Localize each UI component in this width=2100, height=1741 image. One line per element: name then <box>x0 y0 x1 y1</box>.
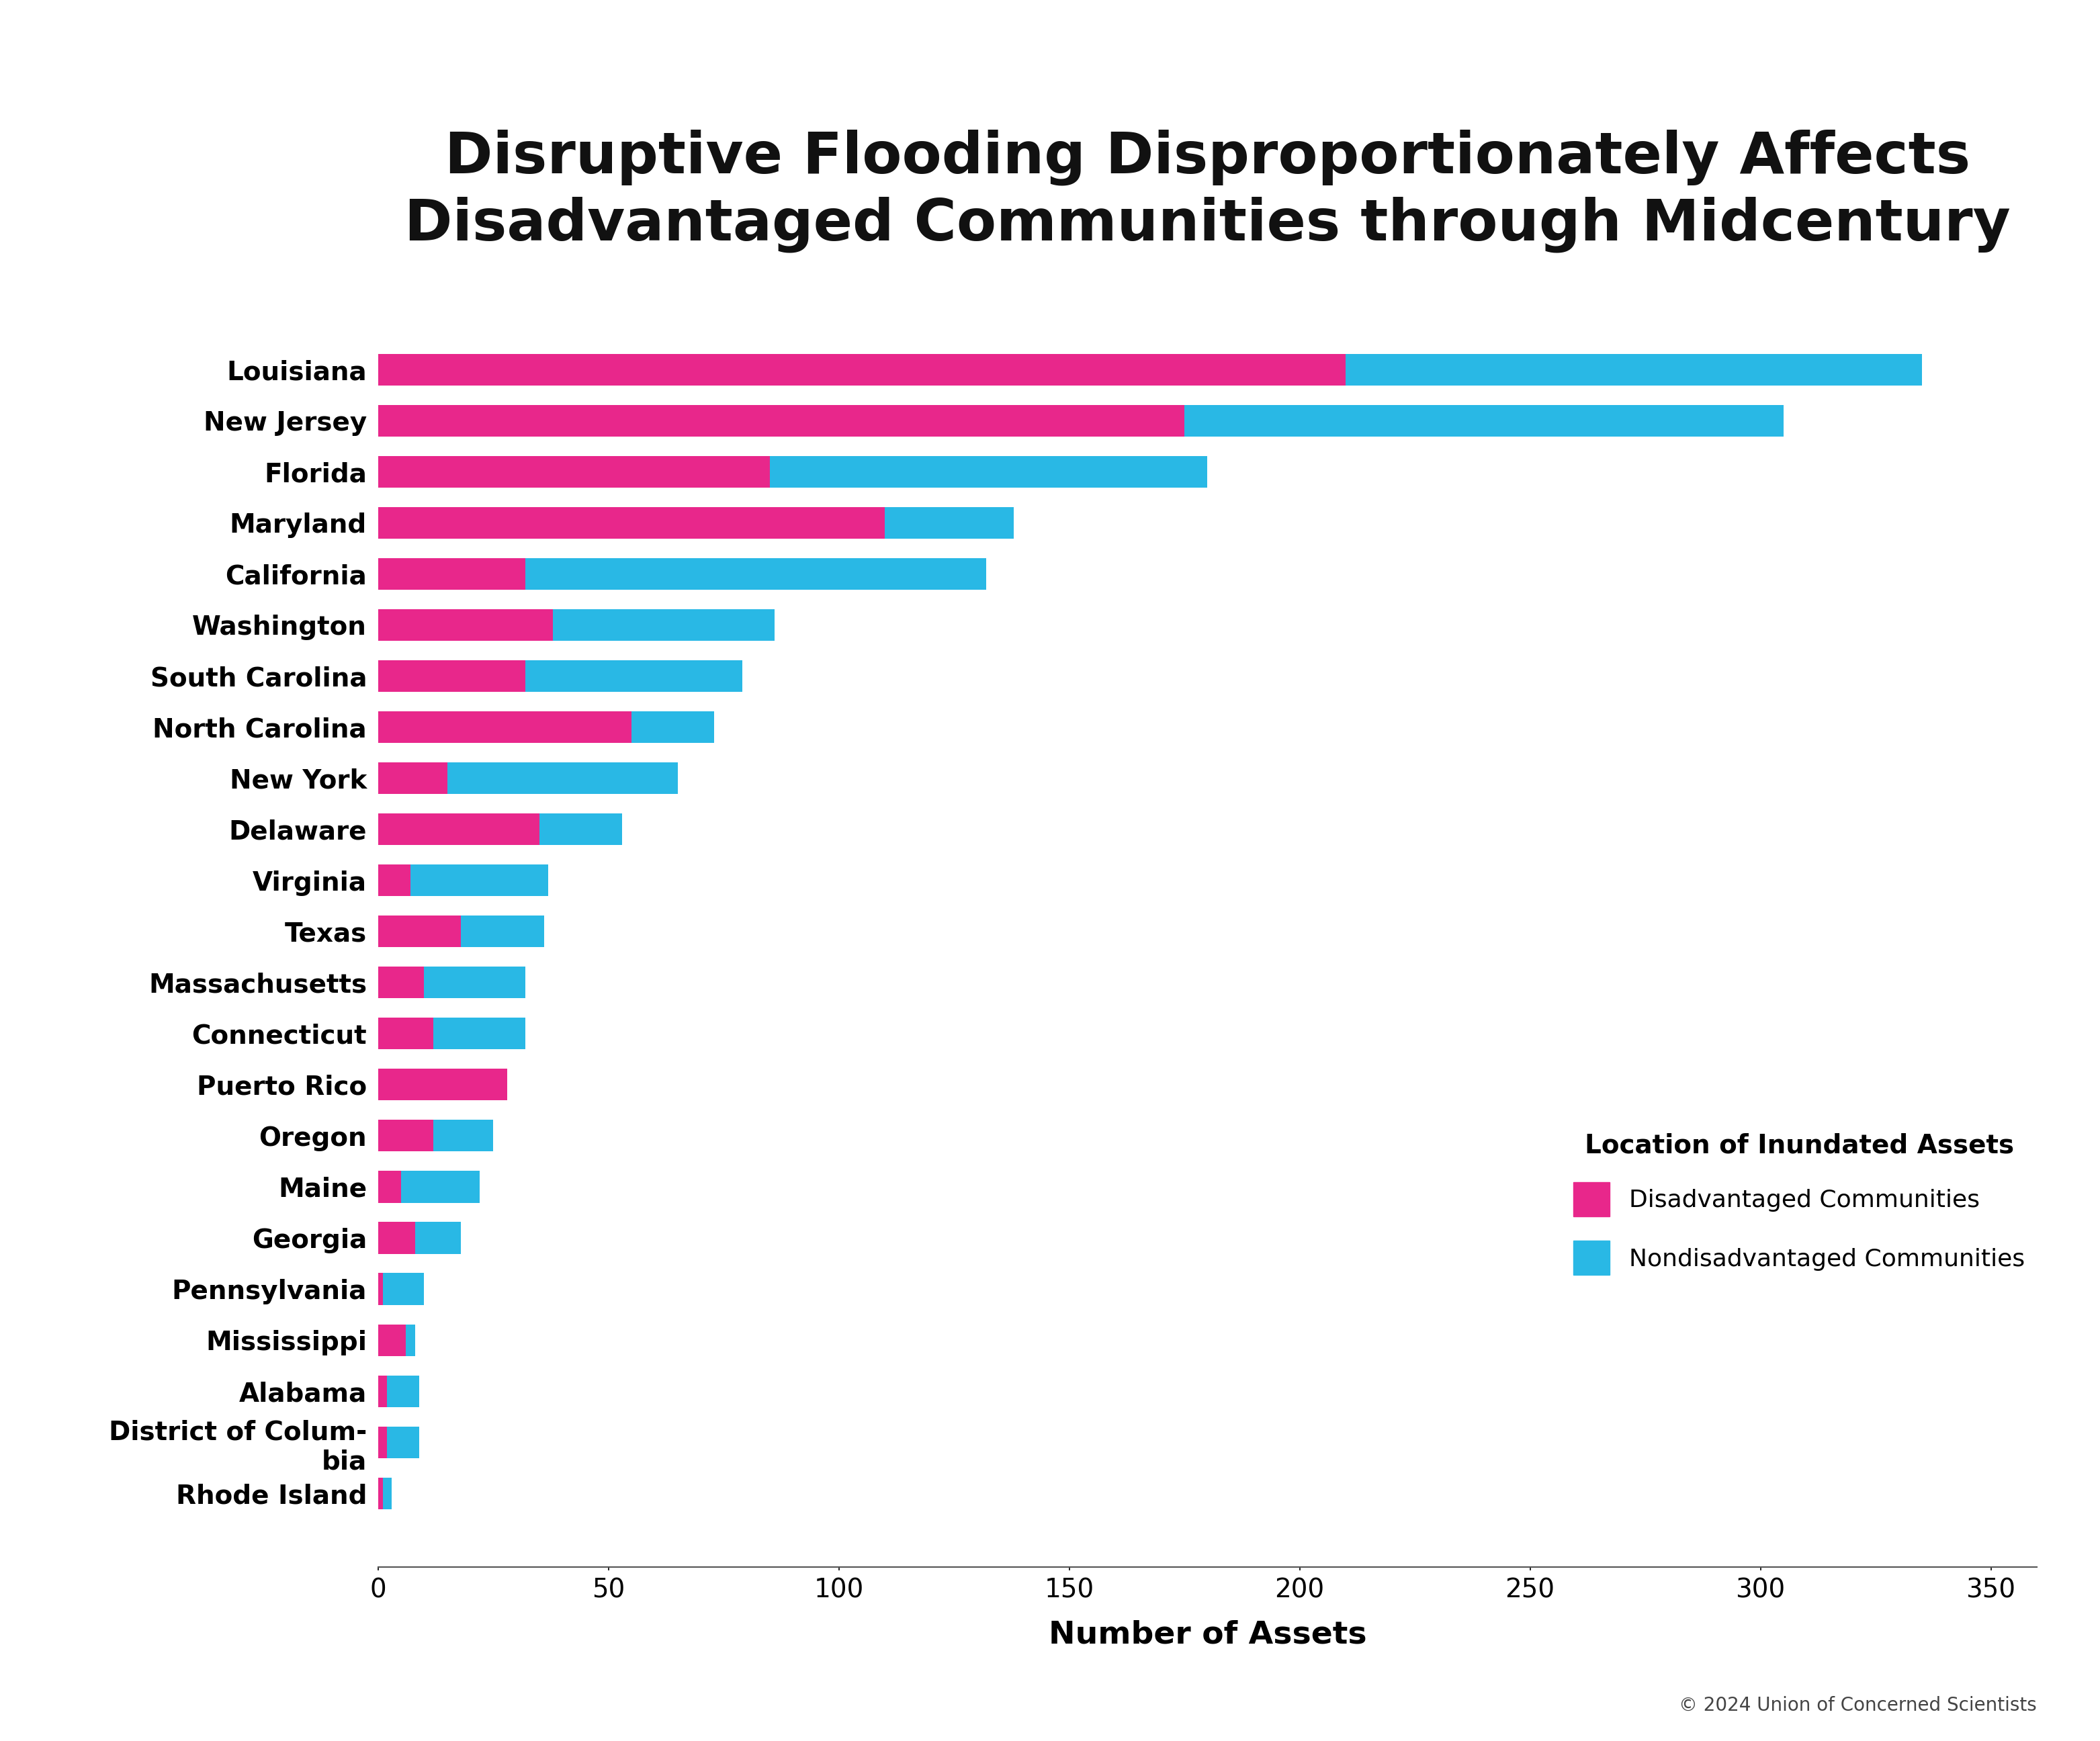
Bar <box>378 865 409 897</box>
Bar <box>378 1325 405 1356</box>
Bar <box>378 916 460 947</box>
Bar <box>386 1375 420 1407</box>
Bar <box>378 1375 386 1407</box>
Bar <box>1346 353 1922 385</box>
Bar <box>525 559 987 590</box>
Bar <box>433 1018 525 1050</box>
Bar <box>378 406 1184 437</box>
Bar <box>378 813 540 844</box>
Bar <box>382 1478 393 1509</box>
Bar <box>552 609 775 641</box>
Text: © 2024 Union of Concerned Scientists: © 2024 Union of Concerned Scientists <box>1680 1696 2037 1715</box>
Bar <box>378 1069 506 1100</box>
Bar <box>386 1426 420 1457</box>
Bar <box>1184 406 1783 437</box>
Bar <box>525 660 741 691</box>
Bar <box>447 763 678 794</box>
Bar <box>378 353 1346 385</box>
Bar <box>405 1325 416 1356</box>
Bar <box>460 916 544 947</box>
Bar <box>401 1172 479 1203</box>
Bar <box>378 609 552 641</box>
Bar <box>378 1273 382 1304</box>
Bar <box>378 712 632 743</box>
Bar <box>382 1273 424 1304</box>
Legend: Disadvantaged Communities, Nondisadvantaged Communities: Disadvantaged Communities, Nondisadvanta… <box>1573 1132 2024 1274</box>
Bar <box>884 507 1014 538</box>
Bar <box>378 966 424 998</box>
Bar <box>378 1222 416 1254</box>
Title: Disruptive Flooding Disproportionately Affects
Disadvantaged Communities through: Disruptive Flooding Disproportionately A… <box>405 129 2010 252</box>
Bar <box>378 507 884 538</box>
Bar <box>632 712 714 743</box>
Bar <box>424 966 525 998</box>
Bar <box>771 456 1207 487</box>
Bar <box>540 813 622 844</box>
Bar <box>378 1018 433 1050</box>
Bar <box>378 456 771 487</box>
Bar <box>410 865 548 897</box>
Bar <box>378 763 447 794</box>
Bar <box>378 559 525 590</box>
Bar <box>433 1119 494 1151</box>
Bar <box>378 660 525 691</box>
Bar <box>378 1478 382 1509</box>
Bar <box>378 1119 433 1151</box>
Bar <box>378 1172 401 1203</box>
X-axis label: Number of Assets: Number of Assets <box>1048 1619 1367 1650</box>
Bar <box>378 1426 386 1457</box>
Bar <box>416 1222 460 1254</box>
